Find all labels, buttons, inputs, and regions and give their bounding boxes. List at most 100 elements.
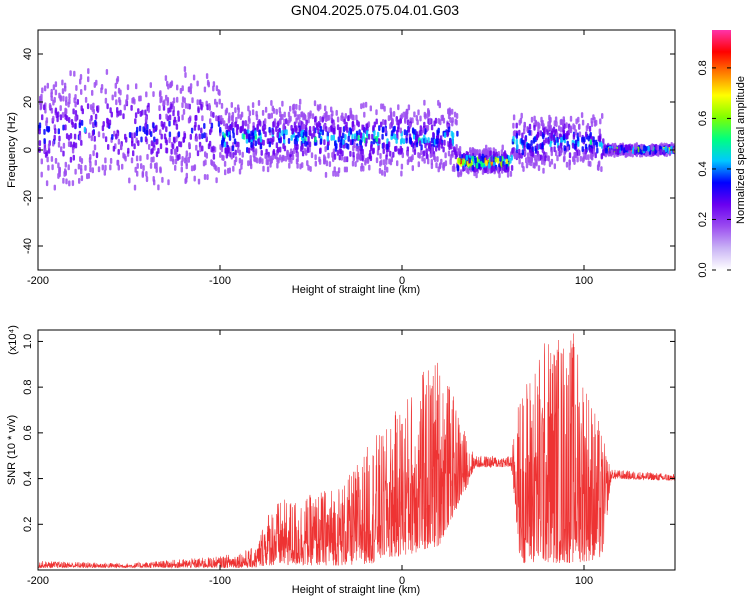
heatmap-cell	[181, 96, 185, 103]
snr-x-axis-title: Height of straight line (km)	[292, 584, 420, 596]
heatmap-cell	[306, 160, 309, 167]
heatmap-cell	[311, 113, 315, 120]
heatmap-cell	[316, 104, 320, 111]
heatmap-cell	[503, 153, 507, 159]
heatmap-cell	[61, 79, 64, 86]
snr-y-axis-title: SNR (10 * v/v)	[6, 415, 18, 485]
heatmap-cell	[592, 148, 596, 155]
heatmap-cell	[93, 82, 96, 88]
heatmap-cell	[425, 153, 429, 159]
colorbar-tick-label: 0.4	[697, 161, 709, 176]
heatmap-cell	[553, 163, 556, 170]
heatmap-cell	[384, 127, 387, 134]
heatmap-cell	[299, 98, 302, 105]
heatmap-cell	[335, 109, 338, 116]
heatmap-cell	[375, 157, 379, 164]
heatmap-cell	[61, 112, 65, 118]
heatmap-cell	[195, 144, 198, 151]
heatmap-cell	[568, 159, 571, 166]
heatmap-cell	[46, 156, 49, 163]
heatmap-cell	[378, 167, 382, 174]
heatmap-cell	[165, 126, 168, 133]
heatmap-cell	[188, 152, 191, 159]
heatmap-cell	[45, 117, 49, 124]
heatmap-cell	[133, 143, 136, 150]
heatmap-cell	[284, 155, 288, 162]
heatmap-cell	[444, 160, 448, 167]
heatmap-cell	[380, 121, 383, 128]
heatmap-cell	[145, 171, 148, 177]
heatmap-cell	[340, 135, 343, 142]
heatmap-cell	[400, 113, 403, 120]
heatmap-cell	[268, 113, 271, 120]
heatmap-cell	[130, 157, 134, 164]
heatmap-cell	[210, 146, 213, 153]
heatmap-cell	[515, 138, 518, 145]
heatmap-cell	[601, 113, 604, 119]
heatmap-cell	[291, 127, 295, 134]
heatmap-cell	[240, 159, 244, 166]
heatmap-cell	[474, 157, 477, 164]
heatmap-cell	[471, 164, 474, 171]
heatmap-cell	[399, 148, 403, 155]
heatmap-cell	[62, 150, 65, 157]
heatmap-cell	[346, 126, 349, 133]
x-tick-label: -100	[209, 275, 231, 287]
heatmap-cell	[262, 139, 265, 146]
heatmap-cell	[598, 136, 602, 143]
heatmap-cell	[530, 150, 533, 157]
heatmap-cell	[114, 82, 117, 89]
heatmap-cell	[663, 149, 666, 156]
heatmap-cell	[475, 172, 478, 179]
heatmap-cell	[506, 171, 510, 178]
heatmap-cell	[108, 119, 112, 126]
heatmap-cell	[568, 164, 571, 171]
heatmap-cell	[181, 156, 184, 162]
heatmap-cell	[43, 85, 47, 92]
heatmap-cell	[580, 112, 584, 119]
heatmap-cell	[243, 128, 247, 135]
heatmap-cell	[443, 132, 447, 139]
heatmap-cell	[235, 116, 238, 123]
heatmap-cell	[202, 160, 206, 167]
heatmap-cell	[94, 113, 98, 120]
heatmap-cell	[192, 74, 196, 81]
heatmap-cell	[584, 148, 587, 155]
heatmap-cell	[553, 136, 556, 143]
heatmap-cell	[112, 145, 116, 152]
heatmap-cell	[500, 149, 503, 156]
heatmap-cell	[544, 155, 547, 162]
heatmap-cell	[577, 141, 580, 147]
heatmap-cell	[579, 155, 582, 162]
heatmap-cell	[452, 146, 456, 153]
heatmap-cell	[436, 156, 439, 163]
heatmap-cell	[69, 70, 72, 77]
heatmap-cell	[71, 147, 75, 154]
heatmap-cell	[371, 133, 374, 140]
heatmap-cell	[338, 148, 342, 155]
heatmap-cell	[310, 152, 314, 159]
heatmap-cell	[227, 125, 231, 132]
heatmap-cell	[424, 137, 427, 144]
heatmap-cell	[668, 150, 671, 157]
heatmap-cell	[281, 154, 285, 161]
heatmap-cell	[349, 150, 352, 157]
heatmap-cell	[297, 131, 300, 138]
heatmap-cell	[598, 128, 601, 135]
heatmap-cell	[624, 151, 627, 158]
heatmap-cell	[84, 164, 87, 171]
heatmap-cell	[355, 130, 359, 137]
heatmap-cell	[160, 133, 163, 140]
heatmap-cell	[159, 166, 162, 173]
heatmap-cell	[89, 160, 92, 167]
heatmap-cell	[68, 180, 71, 187]
heatmap-cell	[74, 115, 77, 122]
heatmap-cell	[524, 136, 527, 143]
heatmap-cell	[265, 148, 268, 155]
heatmap-cell	[191, 97, 194, 104]
heatmap-cell	[512, 114, 516, 121]
heatmap-cell	[556, 132, 559, 139]
heatmap-cell	[381, 103, 385, 110]
heatmap-cell	[657, 150, 660, 157]
heatmap-cell	[343, 166, 347, 173]
